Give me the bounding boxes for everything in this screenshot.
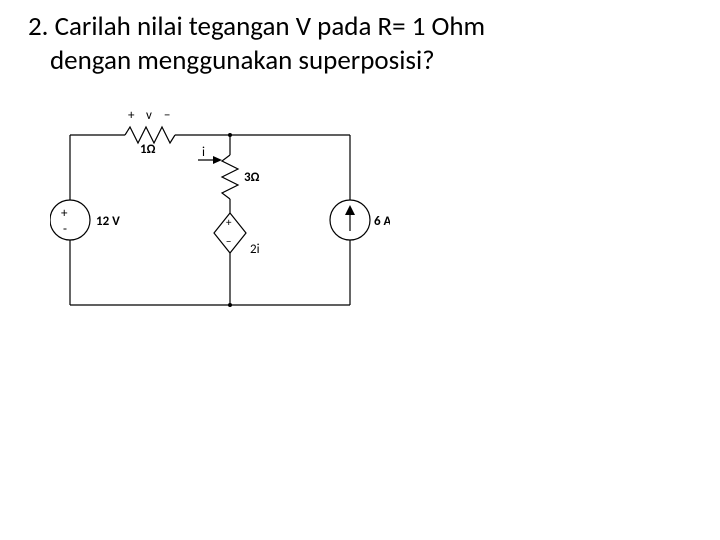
question-line2: dengan menggunakan superposisi? [28, 44, 485, 78]
r1-minus: − [164, 108, 170, 123]
circuit-diagram: + v − 1Ω i 3Ω + - 12 V + − 2i 6 A [50, 105, 390, 350]
dep-plus: + [226, 216, 232, 229]
r1-v: v [146, 108, 152, 123]
question-text: 2. Carilah nilai tegangan V pada R= 1 Oh… [28, 10, 485, 78]
vsrc-plus: + [61, 206, 68, 221]
circuit-svg: + v − 1Ω i 3Ω + - 12 V + − 2i 6 A [50, 105, 390, 345]
isrc-value: 6 A [374, 214, 390, 229]
vsrc-minus: - [63, 222, 67, 237]
r1-value: 1Ω [140, 142, 156, 157]
question-line1: 2. Carilah nilai tegangan V pada R= 1 Oh… [28, 10, 485, 44]
dep-minus: − [226, 235, 231, 248]
r3-value: 3Ω [244, 170, 260, 185]
r1-plus: + [128, 108, 135, 123]
dep-value: 2i [250, 242, 260, 257]
vsrc-value: 12 V [96, 214, 120, 229]
i-label: i [202, 145, 205, 160]
